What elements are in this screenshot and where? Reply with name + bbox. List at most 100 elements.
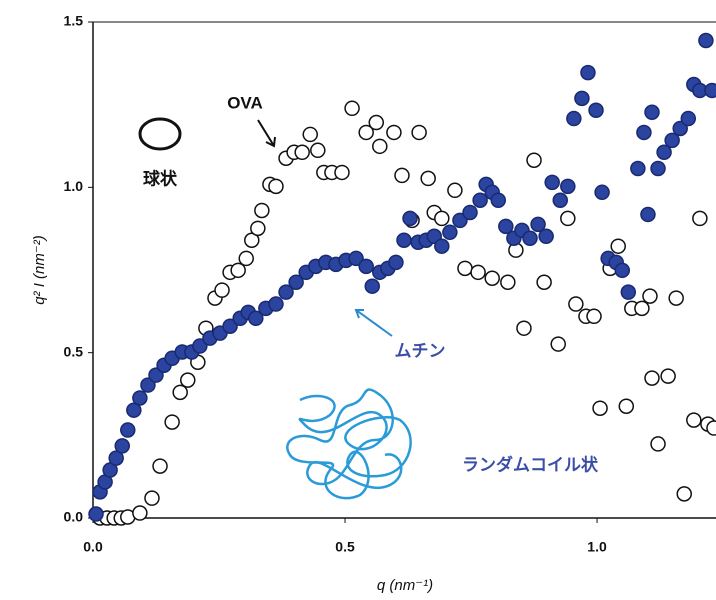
point xyxy=(537,275,551,289)
ova-arrow xyxy=(258,120,275,146)
point xyxy=(269,297,283,311)
point xyxy=(435,239,449,253)
y-axis-label: q² I (nm⁻²) xyxy=(31,235,48,305)
point xyxy=(561,179,575,193)
point xyxy=(641,207,655,221)
point xyxy=(643,289,657,303)
point xyxy=(269,179,283,193)
point xyxy=(471,265,485,279)
point xyxy=(621,285,635,299)
annotation: ランダムコイル状 xyxy=(462,454,599,474)
point xyxy=(369,116,383,130)
point xyxy=(397,233,411,247)
point xyxy=(251,221,265,235)
point xyxy=(527,153,541,167)
mucin-arrow xyxy=(356,310,392,336)
point xyxy=(387,125,401,139)
point xyxy=(637,125,651,139)
chart: 0.0 0.5 1.0 1.5 0.0 0.5 1.0 q (nm⁻¹) q² I (nm⁻²)… xyxy=(0,0,716,600)
point xyxy=(523,231,537,245)
point xyxy=(561,211,575,225)
point xyxy=(589,103,603,117)
point xyxy=(661,369,675,383)
series-label: OVA xyxy=(227,93,263,112)
point xyxy=(239,251,253,265)
point xyxy=(645,105,659,119)
point xyxy=(215,283,229,297)
point xyxy=(681,112,695,126)
point xyxy=(539,229,553,243)
point xyxy=(619,399,633,413)
y-tick-label: 1.5 xyxy=(64,13,84,29)
point xyxy=(567,112,581,126)
point xyxy=(311,143,325,157)
point xyxy=(255,203,269,217)
point xyxy=(553,193,567,207)
coil-icon xyxy=(287,390,410,499)
point xyxy=(133,506,147,520)
annotation: 球状 xyxy=(143,168,178,188)
point xyxy=(395,168,409,182)
point xyxy=(145,491,159,505)
point xyxy=(635,301,649,315)
y-tick-label: 0.0 xyxy=(64,509,84,525)
point xyxy=(645,371,659,385)
point xyxy=(435,211,449,225)
point xyxy=(677,487,691,501)
point xyxy=(575,91,589,105)
point xyxy=(412,125,426,139)
point xyxy=(651,161,665,175)
point xyxy=(345,101,359,115)
point xyxy=(458,261,472,275)
point xyxy=(443,225,457,239)
x-tick-label: 0.5 xyxy=(335,539,355,555)
point xyxy=(705,83,716,97)
point xyxy=(611,239,625,253)
point xyxy=(173,385,187,399)
point xyxy=(463,205,477,219)
point xyxy=(181,373,195,387)
point xyxy=(517,321,531,335)
point xyxy=(303,127,317,141)
point xyxy=(651,437,665,451)
point xyxy=(485,271,499,285)
point xyxy=(389,255,403,269)
point xyxy=(153,459,167,473)
point xyxy=(373,139,387,153)
x-tick-label: 1.0 xyxy=(587,539,607,555)
point xyxy=(551,337,565,351)
point xyxy=(693,211,707,225)
point xyxy=(335,165,349,179)
point xyxy=(448,183,462,197)
point xyxy=(121,423,135,437)
point xyxy=(133,391,147,405)
point xyxy=(615,263,629,277)
point xyxy=(669,291,683,305)
point xyxy=(581,66,595,80)
point xyxy=(631,161,645,175)
x-tick-label: 0.0 xyxy=(83,539,103,555)
point xyxy=(295,145,309,159)
point xyxy=(115,439,129,453)
point xyxy=(473,193,487,207)
point xyxy=(687,413,701,427)
point xyxy=(587,309,601,323)
point xyxy=(593,401,607,415)
y-tick-label: 1.0 xyxy=(64,178,84,194)
point xyxy=(699,34,713,48)
point xyxy=(89,507,103,521)
point xyxy=(501,275,515,289)
point xyxy=(595,185,609,199)
x-axis-label: q (nm⁻¹) xyxy=(377,577,433,594)
point xyxy=(165,415,179,429)
point xyxy=(707,421,716,435)
sphere-icon xyxy=(140,119,180,149)
point xyxy=(403,211,417,225)
point xyxy=(545,175,559,189)
point xyxy=(421,171,435,185)
point xyxy=(569,297,583,311)
y-tick-label: 0.5 xyxy=(64,343,84,359)
point xyxy=(365,279,379,293)
point xyxy=(359,259,373,273)
series-label: ムチン xyxy=(395,341,446,360)
